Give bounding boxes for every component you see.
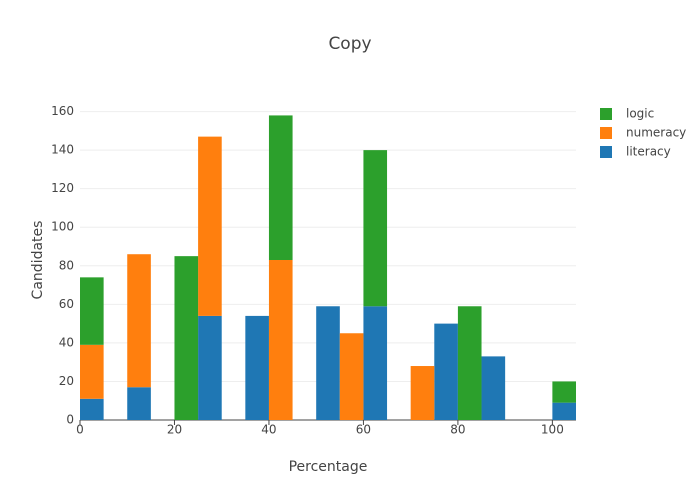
bar-segment bbox=[198, 315, 222, 420]
bar-segment bbox=[198, 136, 222, 316]
legend-swatch bbox=[600, 108, 612, 120]
bar-segment bbox=[127, 254, 151, 388]
x-axis-title: Percentage bbox=[289, 459, 368, 475]
bar-segment bbox=[80, 344, 104, 399]
bar-segment bbox=[127, 387, 151, 420]
bar-segment bbox=[552, 381, 576, 403]
legend-swatch bbox=[600, 127, 612, 139]
bar-segment bbox=[434, 323, 458, 420]
bar-segment bbox=[339, 333, 364, 420]
bar-segment bbox=[245, 315, 269, 420]
y-tick-label: 100 bbox=[51, 220, 74, 234]
y-tick-label: 60 bbox=[59, 297, 74, 311]
bar-segment bbox=[410, 366, 435, 420]
bar-segment bbox=[268, 115, 293, 260]
x-tick-label: 0 bbox=[76, 423, 84, 437]
bar-segment bbox=[363, 306, 388, 420]
chart-title: Copy bbox=[328, 34, 371, 54]
y-tick-label: 40 bbox=[59, 335, 74, 349]
y-tick-label: 0 bbox=[66, 413, 74, 427]
x-tick-label: 20 bbox=[167, 423, 182, 437]
y-tick-label: 160 bbox=[51, 104, 74, 118]
bar-segment bbox=[80, 277, 104, 345]
y-axis-title: Candidates bbox=[30, 221, 46, 300]
bar-segment bbox=[363, 150, 388, 307]
y-tick-label: 140 bbox=[51, 143, 74, 157]
legend-label: numeracy bbox=[626, 126, 686, 140]
legend-label: logic bbox=[626, 107, 654, 121]
x-tick-label: 60 bbox=[356, 423, 371, 437]
legend-label: literacy bbox=[626, 145, 671, 159]
x-tick-label: 100 bbox=[541, 423, 564, 437]
bar-segment bbox=[268, 260, 293, 420]
x-tick-label: 80 bbox=[450, 423, 465, 437]
x-tick-label: 40 bbox=[261, 423, 276, 437]
y-tick-label: 20 bbox=[59, 374, 74, 388]
y-tick-label: 80 bbox=[59, 258, 74, 272]
bar-segment bbox=[457, 306, 482, 420]
bar-segment bbox=[481, 356, 506, 420]
y-tick-label: 120 bbox=[51, 181, 74, 195]
bar-segment bbox=[174, 256, 199, 420]
bar-segment bbox=[316, 306, 340, 420]
bar-segment bbox=[80, 398, 104, 420]
legend-swatch bbox=[600, 146, 612, 158]
bar-segment bbox=[552, 402, 576, 420]
